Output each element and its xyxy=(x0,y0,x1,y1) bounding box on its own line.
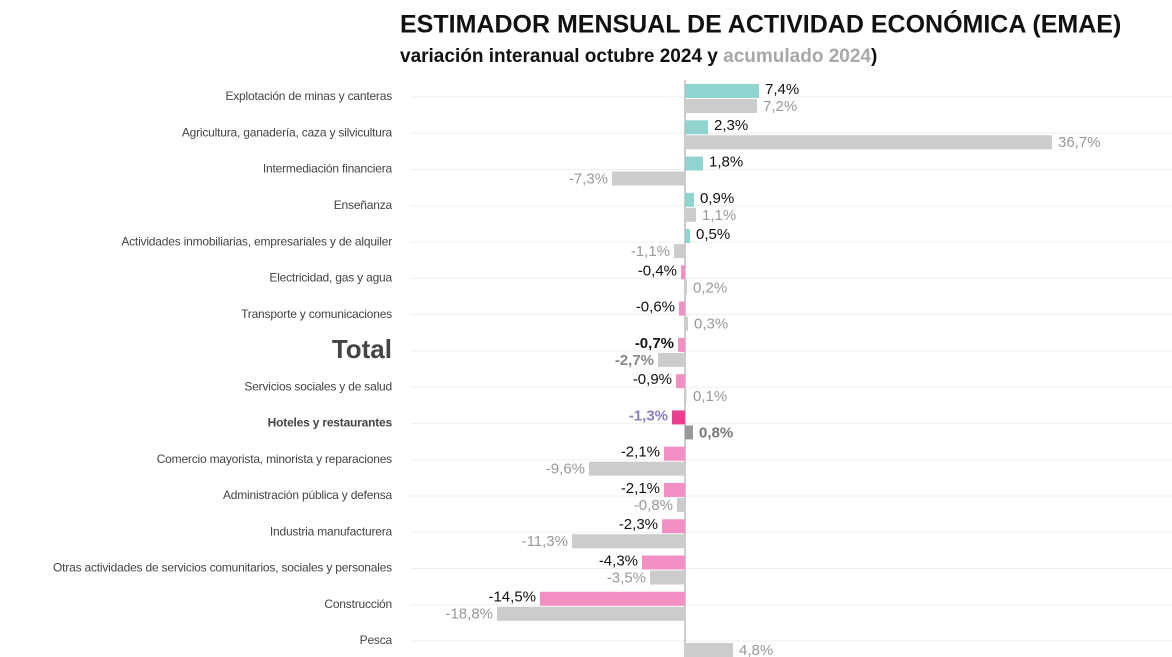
category-label: Explotación de minas y canteras xyxy=(225,89,392,103)
category-label: Administración pública y defensa xyxy=(223,488,393,502)
value-label: -7,3% xyxy=(569,171,608,188)
value-label: 0,3% xyxy=(694,316,728,333)
bar xyxy=(685,229,690,244)
category-label: Intermediación financiera xyxy=(263,162,393,176)
value-label: 36,7% xyxy=(1058,134,1101,151)
bar xyxy=(685,643,733,657)
bar xyxy=(572,534,685,549)
bar xyxy=(685,84,759,98)
category-label: Otras actividades de servicios comunitar… xyxy=(53,561,392,575)
category-label: Total xyxy=(332,334,392,364)
chart-subtitle: variación interanual octubre 2024 y acum… xyxy=(400,46,877,67)
value-label: -18,8% xyxy=(445,606,493,623)
value-label: -2,1% xyxy=(621,480,660,497)
value-label: -0,8% xyxy=(634,497,673,514)
bar xyxy=(685,120,708,135)
bar xyxy=(664,482,685,497)
value-label: -9,6% xyxy=(546,461,585,478)
subtitle-part: ) xyxy=(871,46,877,67)
value-label: -2,3% xyxy=(619,516,658,533)
bar xyxy=(540,591,685,606)
bar xyxy=(685,316,688,331)
bar xyxy=(658,352,685,367)
bar xyxy=(685,192,694,207)
bar xyxy=(497,606,685,621)
bar xyxy=(642,555,685,570)
bar xyxy=(664,446,685,461)
value-label: -2,7% xyxy=(615,352,654,369)
category-label: Transporte y comunicaciones xyxy=(241,307,392,321)
category-label: Comercio mayorista, minorista y reparaci… xyxy=(157,452,392,466)
value-label: -0,4% xyxy=(638,262,677,279)
value-label: 0,8% xyxy=(699,424,733,441)
category-label: Construcción xyxy=(324,597,392,611)
bar xyxy=(685,280,687,295)
value-label: 7,2% xyxy=(763,98,797,115)
value-label: 4,8% xyxy=(739,642,773,657)
value-label: -11,3% xyxy=(522,533,568,550)
value-label: -2,1% xyxy=(621,444,660,461)
subtitle-part: variación interanual octubre 2024 y xyxy=(400,46,723,67)
subtitle-part: acumulado 2024 xyxy=(723,46,871,67)
value-label: 0,1% xyxy=(693,388,727,405)
bar xyxy=(674,244,685,259)
bar xyxy=(672,410,685,425)
bar xyxy=(685,156,703,171)
value-label: 0,2% xyxy=(693,279,727,296)
bar xyxy=(612,171,685,186)
category-label: Pesca xyxy=(360,633,393,647)
value-label: 0,9% xyxy=(700,190,734,207)
category-label: Servicios sociales y de salud xyxy=(244,379,392,393)
bar xyxy=(677,497,685,512)
value-label: -0,6% xyxy=(636,299,675,316)
bar xyxy=(685,425,693,440)
bar xyxy=(678,337,685,352)
category-label: Industria manufacturera xyxy=(270,524,393,538)
category-label: Enseñanza xyxy=(334,198,393,212)
bar xyxy=(650,570,685,585)
value-label: -1,3% xyxy=(629,407,668,424)
value-label: 0,5% xyxy=(696,226,730,243)
category-label: Actividades inmobiliarias, empresariales… xyxy=(121,234,392,248)
value-label: 7,4% xyxy=(765,81,799,98)
category-label: Hoteles y restaurantes xyxy=(268,416,393,430)
bar xyxy=(681,265,685,280)
bar xyxy=(685,207,696,222)
value-label: -0,7% xyxy=(635,335,674,352)
value-label: 2,3% xyxy=(714,117,748,134)
category-label: Agricultura, ganadería, caza y silvicult… xyxy=(182,125,393,139)
bar xyxy=(685,389,687,404)
bar xyxy=(676,374,685,389)
bar xyxy=(662,519,685,534)
value-label: -0,9% xyxy=(633,371,672,388)
bar xyxy=(589,461,685,476)
chart-title: ESTIMADOR MENSUAL DE ACTIVIDAD ECONÓMICA… xyxy=(400,9,1121,39)
value-label: -4,3% xyxy=(599,552,638,569)
value-label: -14,5% xyxy=(488,589,536,606)
bar xyxy=(685,99,757,113)
bar xyxy=(685,135,1052,150)
value-label: -3,5% xyxy=(607,569,646,586)
bar xyxy=(679,301,685,316)
value-label: 1,1% xyxy=(702,207,736,224)
value-label: 1,8% xyxy=(709,154,743,171)
value-label: -1,1% xyxy=(631,243,670,260)
category-label: Electricidad, gas y agua xyxy=(269,271,392,285)
